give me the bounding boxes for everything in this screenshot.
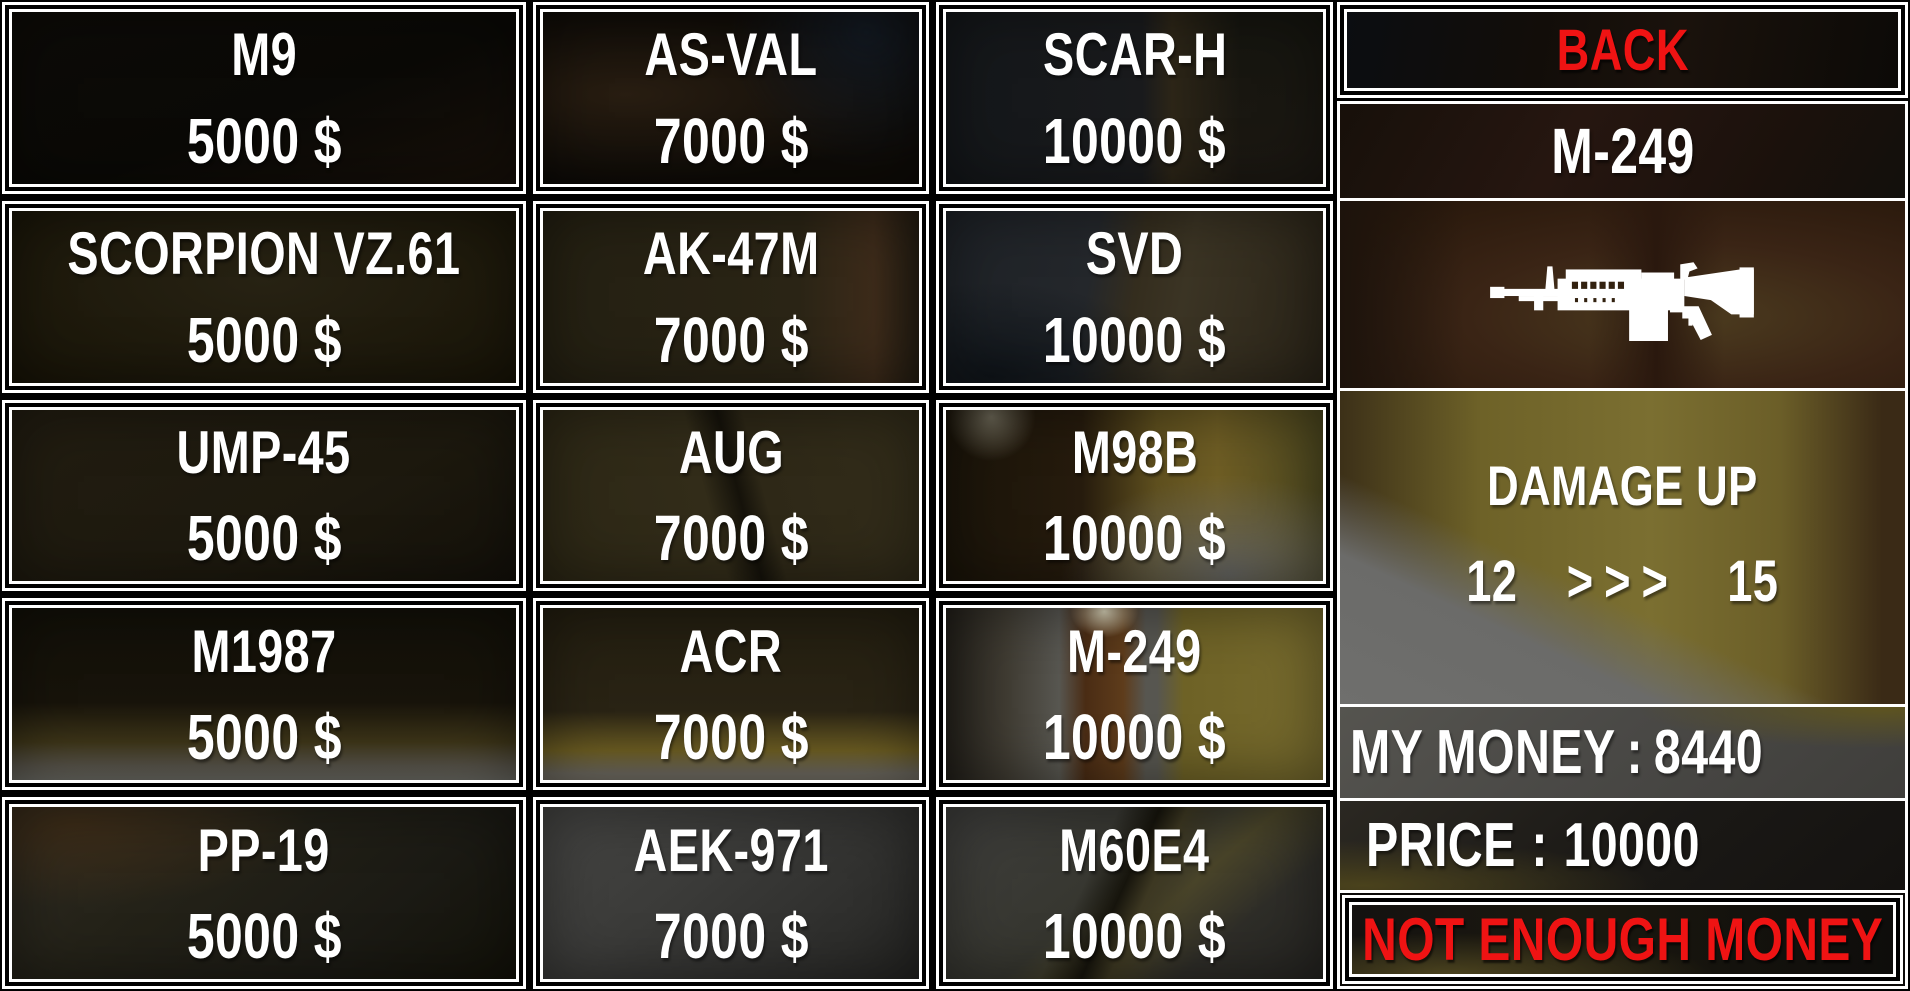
weapon-buy-button-as-val[interactable]: AS-VAL 7000 $ [532,2,930,194]
weapon-price: 7000 $ [653,900,809,973]
selected-weapon-title-section: M-249 [1340,104,1905,198]
weapon-buy-button-pp-19[interactable]: PP-19 5000 $ [2,797,526,989]
upgrade-arrows-icon: >>> [1566,549,1679,614]
weapon-name: UMP-45 [176,419,351,487]
weapon-buy-button-inner: M9 5000 $ [9,9,519,187]
selected-weapon-name: M-249 [1550,115,1695,187]
weapon-price: 10000 $ [1043,701,1227,774]
weapon-buy-button-inner: M1987 5000 $ [9,605,519,784]
back-button-inner: BACK [1344,9,1901,91]
weapon-buy-button-m60e4[interactable]: M60E4 10000 $ [936,797,1333,989]
weapon-name: AUG [678,419,784,487]
not-enough-money-button[interactable]: NOT ENOUGH MONEY [1342,895,1903,984]
weapon-name: AS-VAL [644,21,818,89]
weapon-price: 7000 $ [653,701,809,774]
weapon-buy-button-inner: M98B 10000 $ [943,406,1326,585]
weapon-preview-section [1340,198,1905,388]
upgrade-from-value: 12 [1466,549,1518,614]
weapon-buy-button-scorpion-vz-61[interactable]: SCORPION VZ.61 5000 $ [2,200,526,393]
weapon-name: SCORPION VZ.61 [67,220,461,288]
weapon-buy-button-m1987[interactable]: M1987 5000 $ [2,598,526,791]
my-money-row: MY MONEY : 8440 [1350,717,1763,788]
weapon-buy-button-acr[interactable]: ACR 7000 $ [532,598,930,791]
weapon-price: 10000 $ [1043,303,1227,376]
weapon-name: SCAR-H [1042,21,1227,89]
price-row: PRICE : 10000 [1366,810,1700,881]
weapon-price: 7000 $ [653,303,809,376]
weapon-grid: M9 5000 $ AS-VAL 7000 $ SCAR-H 10000 $ S… [2,2,1333,989]
weapon-buy-button-ump-45[interactable]: UMP-45 5000 $ [2,399,526,592]
weapon-price: 5000 $ [186,701,342,774]
back-button-label: BACK [1556,17,1689,83]
weapon-name: SVD [1085,220,1184,288]
weapon-name: PP-19 [197,816,330,884]
weapon-price: 10000 $ [1043,502,1227,575]
price-separator: : [1531,811,1548,880]
weapon-name: ACR [679,617,783,685]
not-enough-money-label: NOT ENOUGH MONEY [1361,906,1884,973]
weapon-price: 5000 $ [186,502,342,575]
weapon-buy-button-ak-47m[interactable]: AK-47M 7000 $ [532,200,930,393]
weapon-buy-button-inner: SCORPION VZ.61 5000 $ [9,207,519,386]
weapon-price: 5000 $ [186,104,342,177]
weapon-buy-button-m-249[interactable]: M-249 10000 $ [936,598,1333,791]
weapon-buy-button-aug[interactable]: AUG 7000 $ [532,399,930,592]
weapon-buy-button-scar-h[interactable]: SCAR-H 10000 $ [936,2,1333,194]
weapon-buy-button-inner: M60E4 10000 $ [943,804,1326,982]
weapon-price: 5000 $ [186,303,342,376]
weapon-price: 5000 $ [186,900,342,973]
my-money-label: MY MONEY [1350,718,1616,787]
weapon-buy-button-inner: AEK-971 7000 $ [539,804,923,982]
price-value: 10000 [1563,811,1700,880]
weapon-price: 10000 $ [1043,104,1227,177]
upgrade-title: DAMAGE UP [1487,454,1758,517]
weapon-buy-button-inner: ACR 7000 $ [539,605,923,784]
price-section: PRICE : 10000 [1340,798,1905,890]
upgrade-to-value: 15 [1727,549,1779,614]
weapon-buy-button-inner: PP-19 5000 $ [9,804,519,982]
weapon-name: AK-47M [642,220,820,288]
weapon-buy-button-m98b[interactable]: M98B 10000 $ [936,399,1333,592]
my-money-separator: : [1626,718,1643,787]
weapon-buy-button-inner: AUG 7000 $ [539,406,923,585]
weapon-name: M1987 [191,617,337,685]
weapon-buy-button-m9[interactable]: M9 5000 $ [2,2,526,194]
weapon-detail-panel: BACK M-249 [1337,0,1908,991]
weapon-price: 7000 $ [653,104,809,177]
weapon-name: AEK-971 [633,816,829,884]
weapon-buy-button-inner: SCAR-H 10000 $ [943,9,1326,187]
weapon-price: 10000 $ [1043,900,1227,973]
weapon-buy-button-inner: AK-47M 7000 $ [539,207,923,386]
selected-weapon-info: M-249 [1337,101,1908,989]
back-button[interactable]: BACK [1337,2,1908,98]
weapon-name: M98B [1071,419,1198,487]
m249-weapon-icon [1489,261,1754,341]
not-enough-money-inner: NOT ENOUGH MONEY [1349,902,1896,977]
upgrade-values: 12 >>> 15 [1459,548,1786,615]
buy-warning-section: NOT ENOUGH MONEY [1340,890,1905,986]
weapon-price: 7000 $ [653,502,809,575]
upgrade-info-section: DAMAGE UP 12 >>> 15 [1340,388,1905,704]
weapon-buy-button-inner: UMP-45 5000 $ [9,406,519,585]
price-label: PRICE [1366,811,1516,880]
weapon-buy-button-inner: SVD 10000 $ [943,207,1326,386]
weapon-buy-button-aek-971[interactable]: AEK-971 7000 $ [532,797,930,989]
weapon-buy-button-svd[interactable]: SVD 10000 $ [936,200,1333,393]
my-money-section: MY MONEY : 8440 [1340,704,1905,798]
weapon-name: M60E4 [1059,816,1210,884]
weapon-buy-button-inner: AS-VAL 7000 $ [539,9,923,187]
weapon-buy-button-inner: M-249 10000 $ [943,605,1326,784]
weapon-name: M-249 [1067,617,1203,685]
weapon-name: M9 [230,21,297,89]
my-money-value: 8440 [1653,718,1764,787]
